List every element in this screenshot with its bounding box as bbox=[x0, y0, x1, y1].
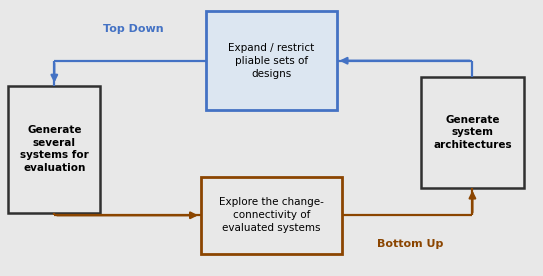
FancyBboxPatch shape bbox=[421, 77, 524, 188]
Text: Generate
system
architectures: Generate system architectures bbox=[433, 115, 512, 150]
Text: Explore the change-
connectivity of
evaluated systems: Explore the change- connectivity of eval… bbox=[219, 198, 324, 233]
FancyBboxPatch shape bbox=[8, 86, 100, 213]
FancyBboxPatch shape bbox=[206, 11, 337, 110]
Text: Top Down: Top Down bbox=[103, 24, 163, 34]
Text: Generate
several
systems for
evaluation: Generate several systems for evaluation bbox=[20, 125, 89, 173]
FancyBboxPatch shape bbox=[201, 177, 342, 254]
Text: Bottom Up: Bottom Up bbox=[377, 239, 443, 249]
Text: Expand / restrict
pliable sets of
designs: Expand / restrict pliable sets of design… bbox=[229, 43, 314, 78]
